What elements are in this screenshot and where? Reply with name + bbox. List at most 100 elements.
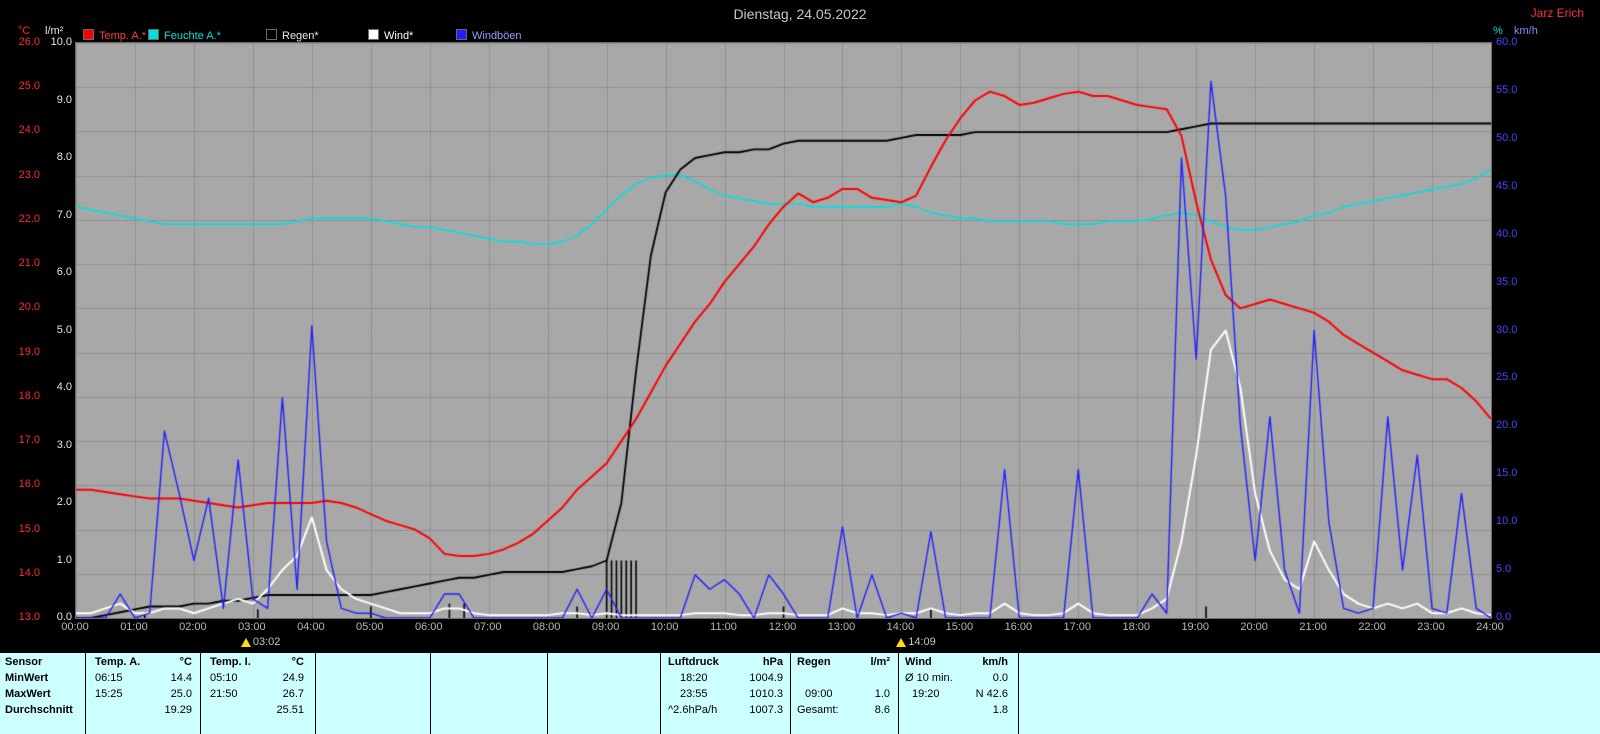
wind-max-time: 19:20	[912, 688, 940, 700]
x-axis-label: 23:00	[1417, 621, 1445, 633]
temp-i-max-time: 21:50	[210, 688, 238, 700]
legend-item: Regen*	[266, 29, 319, 42]
wind-axis-tick: 55.0	[1496, 83, 1518, 96]
legend-label: Windböen	[472, 30, 522, 42]
rain-axis-tick: 1.0	[56, 553, 72, 566]
col-temp-a-unit: °C	[179, 656, 192, 668]
x-axis-label: 18:00	[1122, 621, 1151, 633]
x-axis-label: 12:00	[768, 621, 797, 633]
legend-item: Windböen	[456, 29, 522, 42]
wind-axis-tick: 25.0	[1496, 371, 1518, 384]
watermark: Jarz Erich	[1530, 6, 1584, 20]
regen-total-label: Gesamt:	[797, 704, 839, 716]
humidity-axis-unit: %	[1493, 25, 1503, 37]
col-luftdruck-title: Luftdruck	[668, 656, 719, 668]
temp-a-min-time: 06:15	[95, 672, 123, 684]
luftdruck-max-time: 23:55	[680, 688, 708, 700]
temp-axis-tick: 17.0	[18, 434, 40, 447]
column-divider	[898, 653, 899, 734]
x-axis-label: 21:00	[1299, 621, 1327, 633]
x-axis-label: 03:00	[238, 621, 266, 633]
luftdruck-avg-value: 1007.3	[749, 704, 783, 716]
wind-axis-tick: 0.0	[1496, 611, 1512, 623]
temp-axis-tick: 18.0	[18, 389, 40, 402]
wind-axis-tick: 35.0	[1496, 275, 1518, 288]
col-wind-unit: km/h	[982, 656, 1008, 668]
temp-axis-tick: 25.0	[18, 80, 40, 93]
wind-axis-tick: 5.0	[1496, 563, 1512, 576]
x-axis-label: 16:00	[1004, 621, 1033, 633]
temp-axis-tick: 19.0	[18, 345, 40, 358]
temp-axis-tick: 26.0	[18, 36, 40, 48]
legend-label: Regen*	[282, 30, 319, 42]
wind-axis-tick: 15.0	[1496, 467, 1518, 480]
x-axis-label: 00:00	[61, 621, 89, 633]
legend-swatch	[456, 29, 467, 40]
wind-min-label: Ø 10 min.	[905, 672, 953, 684]
column-divider	[790, 653, 791, 734]
regen-max-value: 1.0	[874, 688, 890, 700]
col-wind-title: Wind	[905, 656, 932, 668]
luftdruck-min-value: 1004.9	[749, 672, 783, 684]
x-axis-label: 04:00	[297, 621, 325, 633]
wind-axis-tick: 20.0	[1496, 419, 1518, 432]
x-axis-label: 01:00	[120, 621, 148, 633]
legend-swatch	[368, 29, 379, 40]
column-divider	[85, 653, 86, 734]
wind-axis-unit: km/h	[1514, 25, 1538, 37]
x-axis-label: 17:00	[1063, 621, 1092, 633]
legend-label: Temp. A.*	[99, 30, 147, 42]
x-axis-label: 02:00	[179, 621, 207, 633]
legend-label: Wind*	[384, 30, 414, 42]
column-divider	[660, 653, 661, 734]
col-luftdruck-unit: hPa	[762, 656, 783, 668]
luftdruck-max-value: 1010.3	[749, 688, 783, 700]
wind-axis-tick: 50.0	[1496, 131, 1518, 144]
x-axis-label: 09:00	[591, 621, 620, 633]
x-axis-label: 06:00	[414, 621, 443, 633]
temp-a-avg-value: 19.29	[164, 704, 192, 716]
luftdruck-trend: ^2.6hPa/h	[668, 704, 718, 716]
event-marker-icon	[240, 638, 251, 647]
legend-item: Feuchte A.*	[148, 29, 221, 42]
x-axis-label: 19:00	[1181, 621, 1209, 633]
col-regen-title: Regen	[797, 656, 831, 668]
temp-a-min-value: 14.4	[170, 672, 192, 684]
temp-axis-tick: 14.0	[18, 566, 40, 579]
event-marker-label: 14:09	[908, 636, 936, 648]
x-axis-label: 22:00	[1358, 621, 1386, 633]
temp-axis-unit: °C	[18, 25, 31, 37]
rain-axis-tick: 0.0	[56, 611, 72, 623]
col-temp-a-title: Temp. A.	[95, 656, 141, 668]
column-divider	[430, 653, 431, 734]
stats-row-durchschnitt: Durchschnitt	[5, 704, 73, 716]
x-axis-label: 11:00	[710, 621, 737, 633]
temp-a-max-value: 25.0	[170, 688, 192, 700]
x-axis-label: 13:00	[827, 621, 856, 633]
x-axis-label: 10:00	[650, 621, 679, 633]
legend-swatch	[266, 29, 277, 40]
temp-axis-tick: 16.0	[18, 478, 40, 491]
legend-swatch	[148, 29, 159, 40]
x-axis-label: 05:00	[356, 621, 384, 633]
col-temp-i-unit: °C	[291, 656, 304, 668]
wind-axis-tick: 40.0	[1496, 227, 1518, 240]
rain-axis-tick: 4.0	[56, 381, 72, 393]
wind-axis-tick: 30.0	[1496, 323, 1518, 336]
wind-avg-value: 1.8	[992, 704, 1008, 716]
event-marker-icon	[896, 638, 907, 647]
wind-axis-tick: 45.0	[1496, 179, 1518, 192]
rain-axis-tick: 5.0	[56, 323, 72, 336]
stats-row-maxwert: MaxWert	[5, 688, 51, 700]
rain-axis-tick: 7.0	[56, 208, 72, 221]
col-regen-unit: l/m²	[870, 656, 890, 668]
temp-i-avg-value: 25.51	[276, 704, 304, 716]
temp-a-max-time: 15:25	[95, 688, 123, 700]
stats-header-sensor: Sensor	[5, 656, 43, 668]
rain-axis-tick: 8.0	[56, 151, 72, 163]
rain-axis-tick: 3.0	[56, 438, 72, 451]
x-axis-label: 20:00	[1240, 621, 1268, 633]
rain-axis-unit: l/m²	[45, 25, 64, 37]
weather-chart	[75, 42, 1492, 619]
